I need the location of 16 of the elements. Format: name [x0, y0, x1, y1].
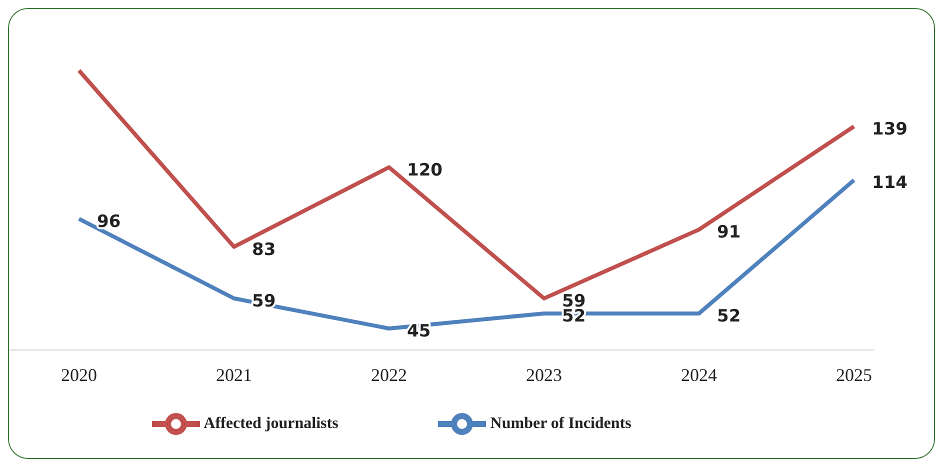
- x-tick-label: 2020: [61, 364, 97, 385]
- x-tick-label: 2021: [216, 364, 252, 385]
- legend-label: Affected journalists: [204, 414, 338, 432]
- legend-label: Number of Incidents: [490, 414, 632, 432]
- data-label: 96: [97, 212, 121, 232]
- x-tick-label: 2022: [371, 364, 407, 385]
- data-label: 83: [252, 240, 276, 260]
- x-tick-label: 2024: [681, 364, 717, 385]
- data-label: 45: [407, 322, 431, 342]
- x-tick-label: 2023: [526, 364, 562, 385]
- data-label: 139: [872, 119, 908, 140]
- data-label: 120: [407, 160, 443, 180]
- x-tick-label: 2025: [836, 364, 872, 385]
- data-label: 114: [872, 173, 908, 194]
- data-label: 52: [717, 306, 741, 326]
- data-label: 91: [717, 222, 741, 243]
